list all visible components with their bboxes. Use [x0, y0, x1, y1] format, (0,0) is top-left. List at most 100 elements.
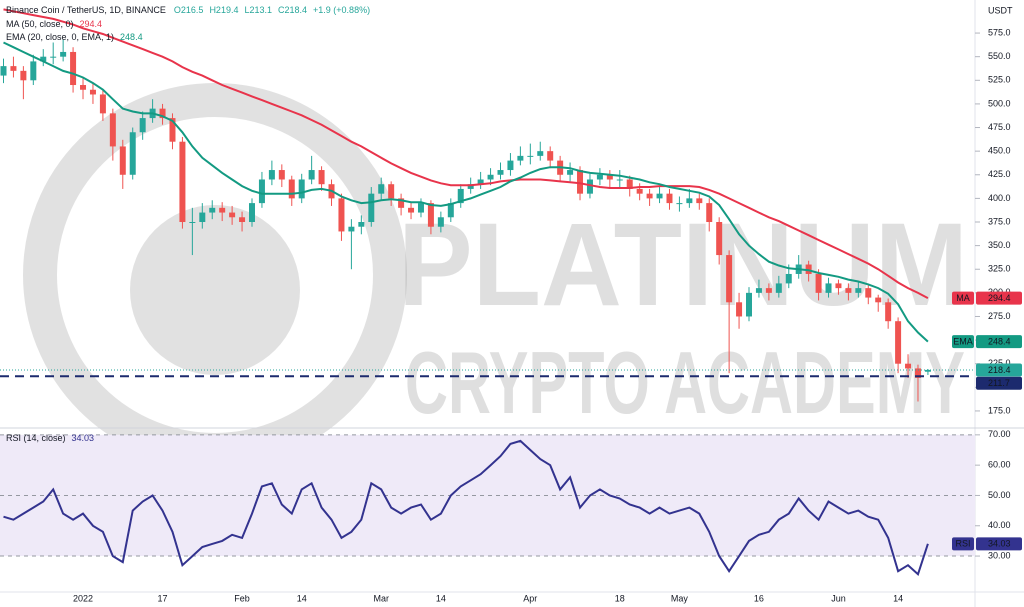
y-tick-label: 500.0: [988, 98, 1011, 108]
ohlc-label: L213.1: [244, 5, 272, 15]
candle-body: [30, 61, 37, 81]
candle-body: [477, 179, 484, 185]
ema-legend: EMA (20, close, 0, EMA, 1) 248.4: [6, 32, 143, 42]
candle-body: [0, 66, 7, 76]
candle-body: [169, 118, 176, 142]
candle-body: [427, 203, 434, 227]
candle-body: [835, 283, 842, 289]
y-tick-label: 525.0: [988, 75, 1011, 85]
candle-body: [895, 321, 902, 364]
candle-body: [89, 89, 96, 95]
candle-body: [457, 188, 464, 204]
price-tag: 248.4: [988, 336, 1011, 346]
price-tag-bg: [976, 537, 1022, 551]
plot: [0, 8, 975, 576]
y-tick-label: 70.00: [988, 429, 1011, 439]
candle-body: [527, 155, 534, 157]
candle-body: [746, 292, 752, 317]
ohlc-label: C218.4: [278, 5, 307, 15]
x-tick-label: 18: [615, 593, 625, 603]
candle-body: [775, 283, 782, 293]
x-tick-label: 16: [754, 593, 764, 603]
candle-body: [517, 155, 524, 161]
candle-body: [905, 363, 912, 369]
candle-body: [358, 222, 365, 227]
candle-body: [40, 56, 47, 62]
y-tick-label: 575.0: [988, 27, 1011, 37]
tag-label: EMA: [953, 336, 973, 346]
candle-body: [696, 198, 703, 204]
x-tick-label: May: [671, 593, 689, 603]
candle-body: [646, 193, 653, 199]
candle-body: [676, 203, 683, 205]
y-tick-label: 450.0: [988, 146, 1011, 156]
y-tick-label: 375.0: [988, 216, 1011, 226]
tag-label-bg: [952, 291, 974, 305]
candle-body: [626, 179, 633, 189]
symbol-title: Binance Coin / TetherUS, 1D, BINANCE: [6, 5, 166, 15]
y-tick-label: 550.0: [988, 51, 1011, 61]
candle-body: [706, 203, 713, 223]
candle-body: [119, 146, 126, 175]
price-tag-bg: [976, 291, 1022, 305]
legend-name: RSI (14, close): [6, 433, 66, 443]
legend-value: 248.4: [120, 32, 143, 42]
y-tick-label: 225.0: [988, 358, 1011, 368]
x-tick-label: 14: [297, 593, 307, 603]
x-tick-label: 14: [436, 593, 446, 603]
candle-body: [408, 207, 415, 213]
legend-value: 294.4: [80, 19, 103, 29]
candle-body: [616, 179, 623, 181]
candle-body: [219, 207, 226, 213]
price-tag: 218.4: [988, 365, 1011, 375]
x-tick-label: Jun: [831, 593, 846, 603]
candle-body: [636, 188, 643, 194]
candle-body: [199, 212, 206, 223]
y-tick-label: 50.00: [988, 490, 1011, 500]
axis-unit: USDT: [988, 5, 1013, 15]
rsi-line: [3, 439, 929, 576]
candle-body: [577, 170, 584, 194]
candle-body: [567, 170, 574, 175]
candle-body: [99, 94, 106, 114]
candle-body: [755, 288, 762, 293]
y-tick-label: 60.00: [988, 460, 1011, 470]
candle-body: [656, 193, 663, 199]
candle-body: [278, 170, 285, 180]
candle-body: [845, 288, 852, 293]
indicator-line: [3, 41, 929, 343]
candle-body: [467, 184, 474, 189]
candle-body: [298, 179, 305, 199]
candle-body: [537, 151, 544, 156]
candle-body: [437, 217, 444, 227]
ohlc-label: O216.5: [174, 5, 204, 15]
x-tick-label: 2022: [73, 593, 93, 603]
candle-body: [388, 184, 395, 199]
price-tag-bg: [976, 335, 1022, 349]
candle-body: [249, 203, 255, 223]
y-tick-label: 350.0: [988, 240, 1011, 250]
watermark-text: PLATINUM: [398, 199, 968, 331]
candle-body: [50, 56, 57, 58]
price-tag: 294.4: [988, 293, 1011, 303]
candle-body: [865, 288, 872, 298]
price-tag: 211.7: [988, 378, 1010, 388]
candle-body: [268, 170, 275, 180]
candle-body: [785, 273, 792, 284]
candle-body: [378, 184, 385, 194]
candle-body: [716, 222, 723, 256]
candle-body: [80, 85, 87, 90]
candle-body: [924, 369, 931, 372]
candle-body: [288, 179, 295, 199]
candle-body: [318, 170, 325, 185]
tag-label: MA: [956, 293, 970, 303]
candle-body: [497, 170, 504, 175]
candle-body: [398, 198, 405, 208]
candle-body: [129, 132, 136, 175]
candle-body: [447, 203, 454, 218]
y-tick-label: 175.0: [988, 405, 1011, 415]
tag-label-bg: [952, 335, 974, 349]
y-tick-label: 400.0: [988, 193, 1011, 203]
price-tag-bg: [976, 363, 1022, 377]
candle-body: [825, 283, 832, 293]
